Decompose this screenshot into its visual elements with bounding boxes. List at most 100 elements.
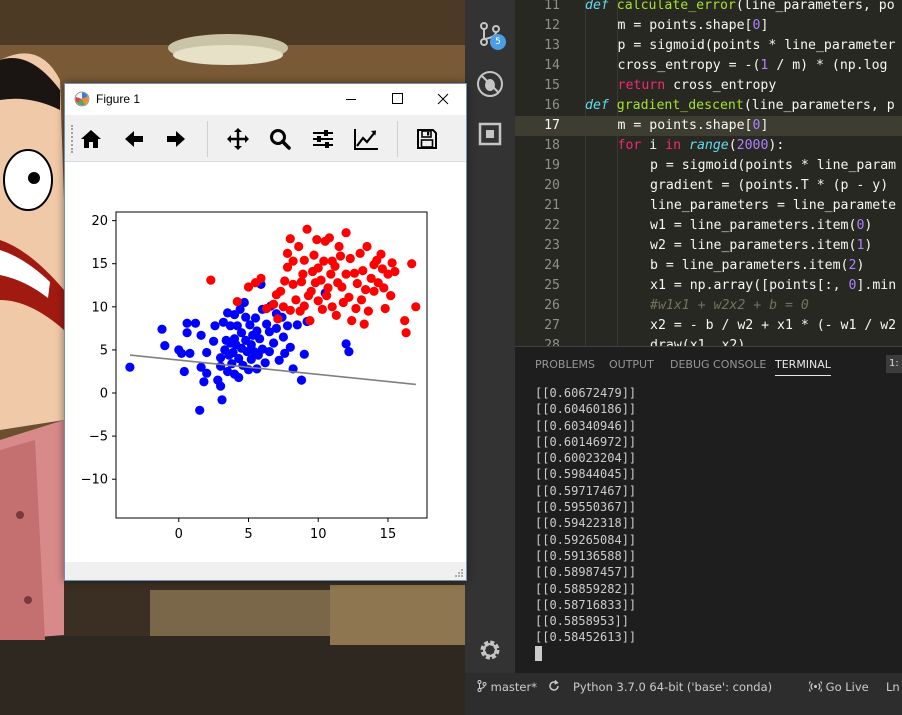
scatter-point-blue: [176, 348, 187, 358]
x-tick-label: 5: [244, 527, 252, 542]
python-interpreter[interactable]: Python 3.7.0 64-bit ('base': conda): [573, 680, 773, 694]
close-button[interactable]: [420, 84, 466, 114]
scatter-point-blue: [196, 330, 206, 340]
code-line[interactable]: 14 cross_entropy = -(1 / m) * (np.log: [515, 56, 902, 76]
scatter-point-blue: [250, 313, 261, 323]
line-number: 26: [544, 298, 560, 313]
terminal-line: [[0.58859282]]: [535, 581, 637, 596]
code-line[interactable]: 23 w2 = line_parameters.item(1): [515, 236, 902, 256]
scatter-point-red: [232, 297, 242, 307]
matplotlib-icon: [74, 91, 90, 107]
terminal-line: [[0.60023204]]: [535, 451, 637, 466]
code-text: x1 = np.array([points[:, 0].min: [650, 278, 897, 293]
line-number: 25: [544, 278, 560, 293]
scatter-point-red: [291, 295, 301, 305]
indent-guide: [617, 0, 618, 346]
scatter-points: [125, 224, 421, 415]
scatter-point-red: [356, 295, 367, 305]
code-line[interactable]: 21 line_parameters = line_paramete: [515, 196, 902, 216]
terminal-line: [[0.59844045]]: [535, 467, 637, 482]
save-icon[interactable]: [411, 123, 443, 155]
tab-problems[interactable]: PROBLEMS: [535, 358, 596, 371]
scatter-point-blue: [252, 326, 262, 336]
code-text: x2 = - b / w2 + x1 * (- w1 / w2: [650, 318, 897, 333]
sync-icon[interactable]: [548, 680, 560, 694]
terminal-selector[interactable]: 1:: [886, 355, 902, 373]
maximize-icon: [392, 93, 403, 104]
scatter-point-blue: [160, 341, 170, 351]
plot-canvas[interactable]: 0 5 10 15 20 15 10 5 0 −5 −10: [65, 162, 466, 562]
figure-titlebar[interactable]: Figure 1: [65, 84, 466, 114]
scatter-point-red: [326, 269, 336, 279]
back-arrow-icon[interactable]: [118, 123, 150, 155]
scatter-point-red: [294, 241, 304, 252]
code-line[interactable]: 25 x1 = np.array([points[:, 0].min: [515, 276, 902, 296]
scatter-point-red: [306, 286, 316, 296]
minimize-button[interactable]: [328, 84, 374, 114]
toolbar-grip: [71, 125, 74, 153]
line-number: 20: [544, 178, 560, 193]
scatter-point-red: [309, 250, 319, 260]
scatter-point-blue: [216, 353, 226, 363]
indent-guide: [585, 0, 586, 346]
tab-output[interactable]: OUTPUT: [609, 358, 654, 371]
home-icon[interactable]: [75, 123, 107, 155]
vscode-window: 5 11 def calculate_error(line_parame: [465, 0, 902, 715]
tab-debug-console[interactable]: DEBUG CONSOLE: [670, 358, 767, 371]
toolbar-separator: [397, 121, 398, 157]
forward-arrow-icon[interactable]: [160, 123, 192, 155]
scatter-chart[interactable]: 0 5 10 15 20 15 10 5 0 −5 −10: [65, 162, 466, 562]
zoom-icon[interactable]: [264, 123, 296, 155]
code-editor[interactable]: 11 def calculate_error(line_parameters, p…: [515, 0, 902, 346]
code-line[interactable]: 17 m = points.shape[0]: [515, 116, 902, 136]
terminal-line: [[0.58452613]]: [535, 630, 637, 645]
scatter-point-blue: [228, 347, 238, 358]
code-line[interactable]: 20 gradient = (points.T * (p - y): [515, 176, 902, 196]
terminal-output[interactable]: [[0.60672479]] [[0.60460186]] [[0.60340946…: [535, 385, 895, 661]
extensions-icon[interactable]: [465, 112, 515, 156]
debug-icon[interactable]: [465, 62, 515, 106]
configure-subplots-icon[interactable]: [307, 123, 339, 155]
scatter-point-red: [379, 283, 389, 293]
code-line[interactable]: 26 #w1x1 + w2x2 + b = 0: [515, 296, 902, 316]
code-line[interactable]: 12 m = points.shape[0]: [515, 16, 902, 36]
scatter-point-red: [299, 301, 309, 311]
scatter-point-red: [400, 316, 410, 326]
figure-toolbar: [65, 115, 466, 162]
line-number: 18: [544, 138, 560, 153]
line-number: 11: [544, 0, 560, 13]
code-line[interactable]: 18 for i in range(2000):: [515, 136, 902, 156]
scatter-point-blue: [246, 340, 256, 350]
scatter-point-red: [390, 266, 400, 277]
cursor-position[interactable]: Ln: [886, 680, 900, 694]
code-line[interactable]: 22 w1 = line_parameters.item(0): [515, 216, 902, 236]
pan-icon[interactable]: [222, 123, 254, 155]
code-line[interactable]: 15 return cross_entropy: [515, 76, 902, 96]
tab-terminal[interactable]: TERMINAL: [775, 347, 831, 376]
scatter-point-blue: [234, 372, 244, 383]
scatter-point-red: [383, 269, 393, 279]
scatter-point-red: [324, 233, 334, 243]
branch-status[interactable]: master*: [477, 680, 537, 694]
source-control-icon[interactable]: [465, 12, 515, 56]
scatter-point-red: [316, 275, 326, 285]
code-line[interactable]: 28 draw(x1, x2): [515, 336, 902, 346]
scatter-point-blue: [199, 377, 209, 387]
scatter-point-blue: [182, 318, 192, 328]
edit-axes-icon[interactable]: [350, 123, 382, 155]
scatter-point-red: [349, 268, 360, 278]
code-line[interactable]: 27 x2 = - b / w2 + x1 * (- w1 / w2: [515, 316, 902, 336]
code-line[interactable]: 16 def gradient_descent(line_parameters, …: [515, 96, 902, 116]
resize-grip-icon[interactable]: [454, 568, 464, 578]
scatter-point-blue: [182, 328, 192, 338]
code-line[interactable]: 24 b = line_parameters.item(2): [515, 256, 902, 276]
maximize-button[interactable]: [374, 84, 420, 114]
code-line[interactable]: 13 p = sigmoid(points * line_parameter: [515, 36, 902, 56]
code-text: def calculate_error(line_parameters, po: [585, 0, 895, 13]
go-live-button[interactable]: Go Live: [807, 680, 869, 694]
settings-gear-icon[interactable]: [465, 628, 515, 672]
scatter-point-blue: [246, 354, 256, 364]
scatter-point-blue: [218, 317, 228, 327]
code-line[interactable]: 19 p = sigmoid(points * line_param: [515, 156, 902, 176]
code-line[interactable]: 11 def calculate_error(line_parameters, p…: [515, 0, 902, 16]
